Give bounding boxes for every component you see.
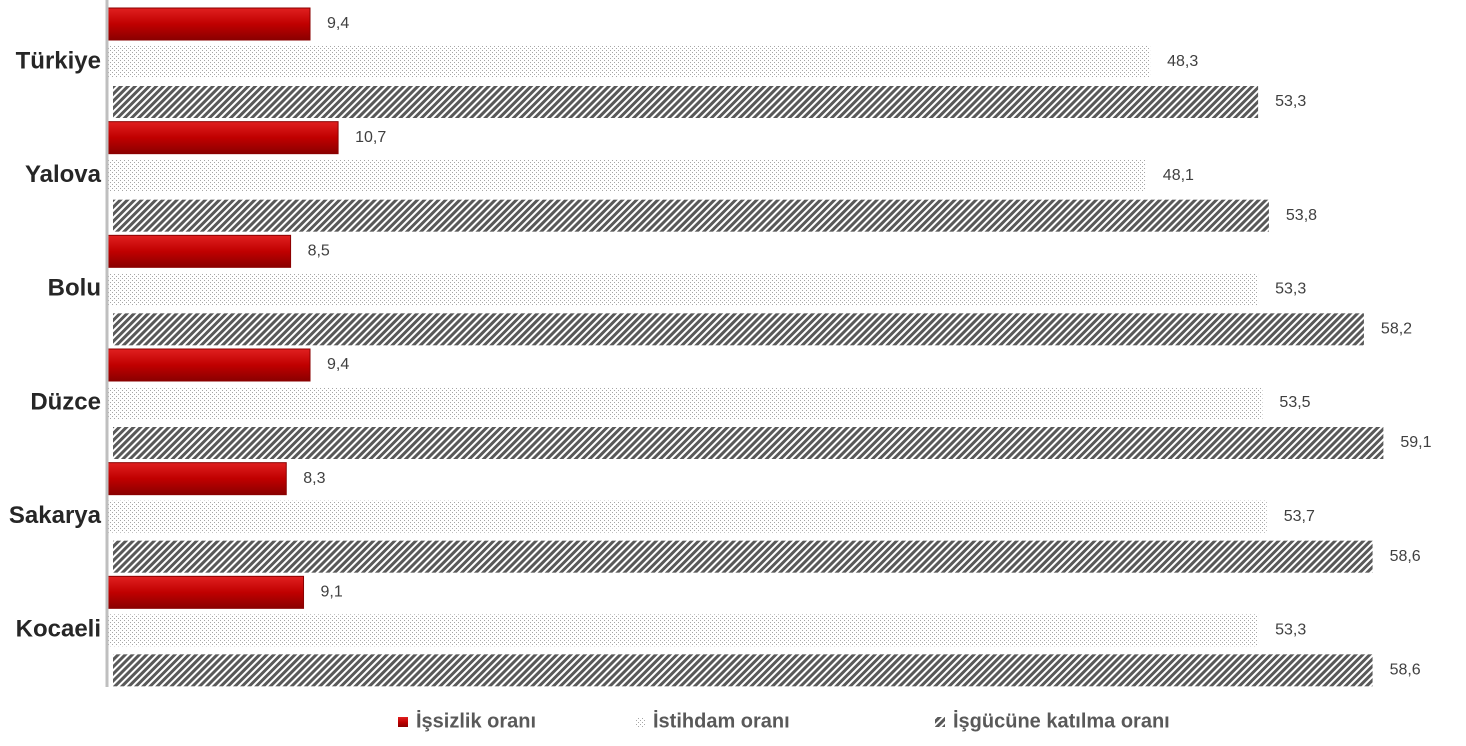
bar [113,427,1384,459]
bar [107,46,1151,78]
data-label: 10,7 [355,129,386,146]
bar [107,500,1267,533]
legend-marker [398,717,408,727]
data-label: 9,4 [327,356,349,373]
bar [106,462,287,496]
data-label: 53,5 [1279,394,1310,411]
bar [106,121,339,155]
bar [113,86,1259,118]
data-label: 8,3 [303,470,325,487]
data-label: 53,3 [1275,622,1306,639]
bar [107,273,1259,306]
legend-marker [935,717,945,727]
data-label: 53,8 [1286,207,1317,224]
y-tick-label: Sakarya [9,502,102,529]
legend-label: İşgücüne katılma oranı [953,709,1170,732]
data-label: 48,1 [1163,167,1194,184]
data-label: 53,7 [1284,508,1315,525]
data-label: 9,4 [327,15,349,32]
data-label: 53,3 [1275,93,1306,110]
bar [107,387,1263,419]
bar [113,199,1269,232]
data-label: 58,6 [1390,662,1421,679]
bar [113,540,1373,573]
data-label: 58,6 [1390,548,1421,565]
legend-marker [635,717,645,727]
y-tick-label: Bolu [48,275,101,302]
data-label: 48,3 [1167,53,1198,70]
data-label: 53,3 [1275,281,1306,298]
bar [106,348,311,382]
bar [113,654,1373,687]
data-label: 58,2 [1381,321,1412,338]
legend-label: İstihdam oranı [653,709,790,732]
y-tick-label: Türkiye [16,47,101,74]
bar [106,7,311,41]
y-tick-label: Kocaeli [16,616,101,643]
data-label: 8,5 [308,243,330,260]
data-label: 59,1 [1400,434,1431,451]
bar [107,159,1146,192]
bar [106,575,305,609]
y-tick-label: Düzce [30,388,101,415]
data-label: 9,1 [321,584,343,601]
bar [113,313,1364,346]
y-tick-label: Yalova [25,161,102,188]
legend-label: İşsizlik oranı [416,709,536,732]
bar [107,614,1259,647]
bar [106,234,292,268]
